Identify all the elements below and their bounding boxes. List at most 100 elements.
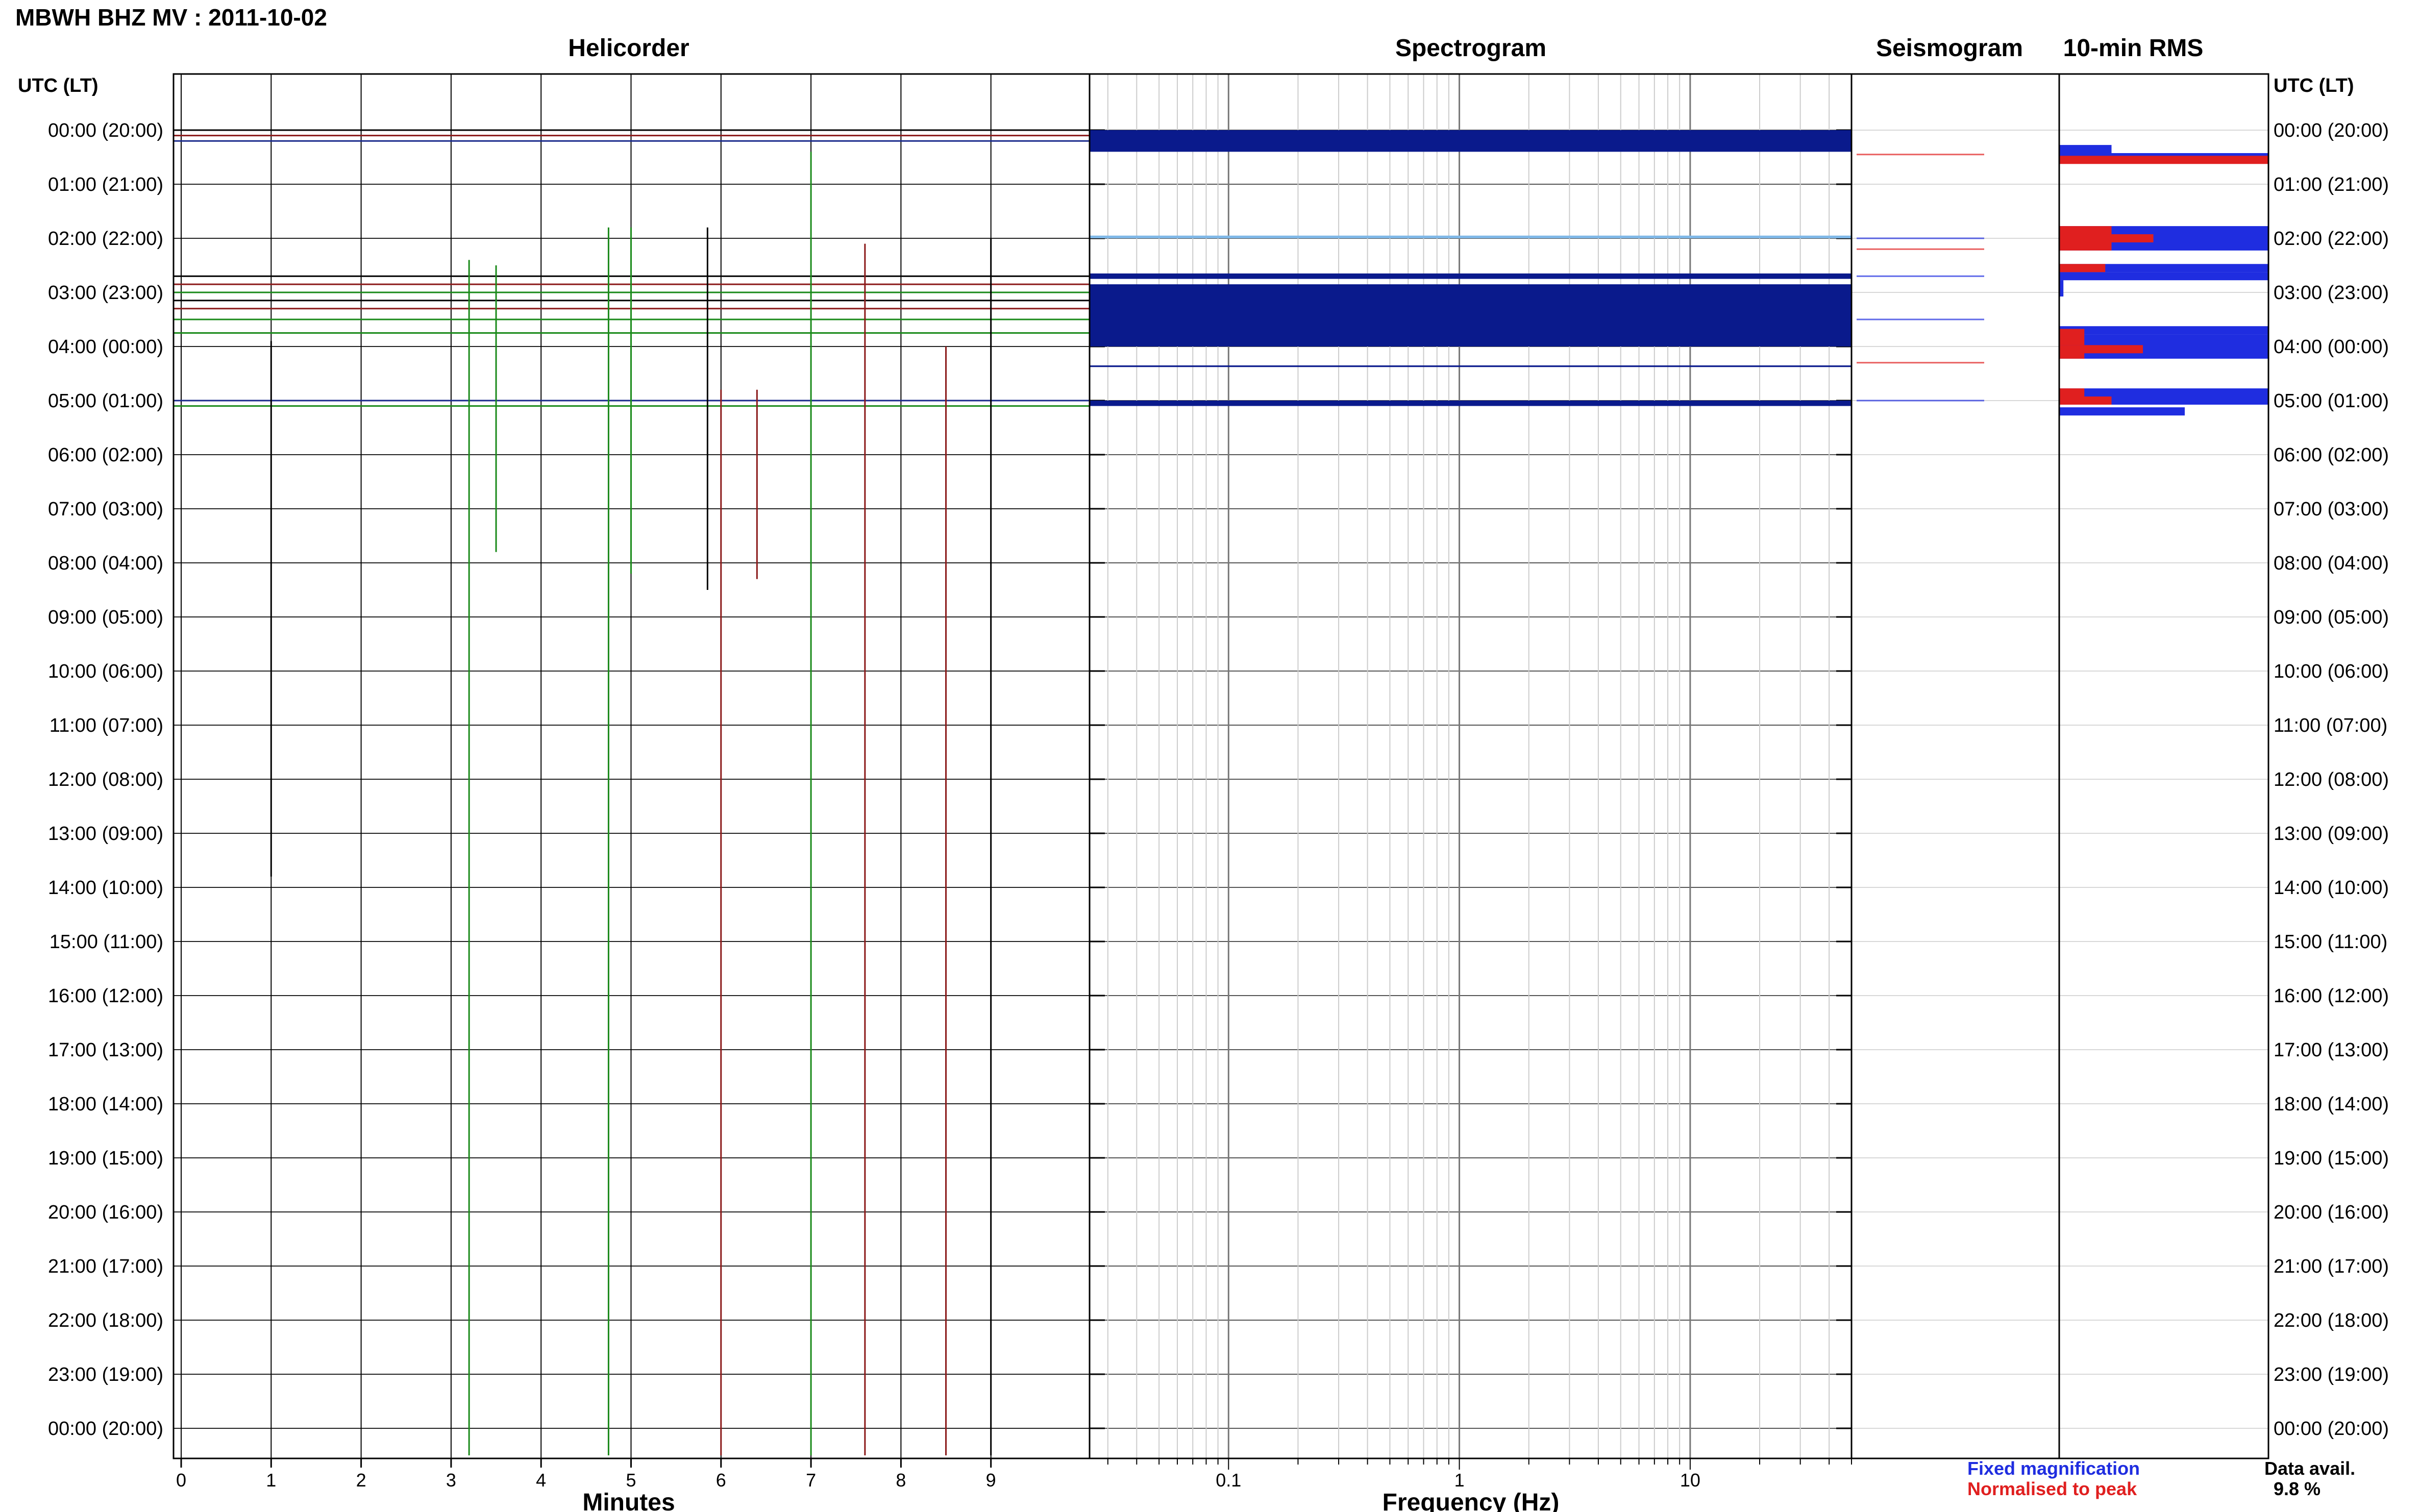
row-label-right: 17:00 (13:00) — [2274, 1039, 2389, 1061]
rms-bar-normalised — [2059, 156, 2268, 164]
spectrogram-band — [1090, 284, 1852, 346]
row-label-right: 12:00 (08:00) — [2274, 769, 2389, 790]
rms-bar-fixed — [2059, 288, 2064, 296]
minute-tick-label: 9 — [986, 1470, 996, 1491]
row-label-right: 11:00 (07:00) — [2274, 715, 2387, 736]
row-label-left: 11:00 (07:00) — [50, 715, 163, 736]
row-label-left: 04:00 (00:00) — [48, 336, 163, 358]
helicorder-title: Helicorder — [568, 35, 689, 62]
rms-bar-normalised — [2059, 329, 2085, 337]
row-label-right: 10:00 (06:00) — [2274, 661, 2389, 682]
row-label-left: 08:00 (04:00) — [48, 553, 163, 574]
row-label-left: 05:00 (01:00) — [48, 390, 163, 412]
row-label-left: 06:00 (02:00) — [48, 444, 163, 466]
helicorder-layer — [174, 129, 1090, 1455]
row-label-left: 14:00 (10:00) — [48, 877, 163, 899]
row-label-left: 02:00 (22:00) — [48, 228, 163, 250]
row-label-right: 16:00 (12:00) — [2274, 985, 2389, 1007]
row-label-left: 19:00 (15:00) — [48, 1148, 163, 1169]
row-label-left: 21:00 (17:00) — [48, 1256, 163, 1277]
row-label-right: 15:00 (11:00) — [2274, 931, 2387, 953]
row-label-right: 08:00 (04:00) — [2274, 553, 2389, 574]
rms-bar-fixed — [2059, 407, 2185, 416]
minute-tick-label: 2 — [356, 1470, 366, 1491]
spectrogram-band — [1090, 401, 1852, 406]
rms-bar-normalised — [2059, 388, 2085, 397]
row-label-right: 20:00 (16:00) — [2274, 1202, 2389, 1223]
row-label-right: 04:00 (00:00) — [2274, 336, 2389, 358]
minute-tick-label: 1 — [266, 1470, 276, 1491]
rms-bar-fixed — [2059, 326, 2268, 335]
row-label-left: 13:00 (09:00) — [48, 823, 163, 845]
rms-bar-normalised — [2059, 242, 2112, 251]
rms-bar-fixed — [2059, 334, 2268, 343]
row-label-right: 22:00 (18:00) — [2274, 1310, 2389, 1331]
row-label-right: 00:00 (20:00) — [2274, 120, 2389, 141]
rms-bar-fixed — [2059, 145, 2112, 154]
rms-bar-normalised — [2059, 337, 2085, 345]
row-label-right: 14:00 (10:00) — [2274, 877, 2389, 899]
frequency-tick-label: 0.1 — [1216, 1470, 1241, 1491]
minute-tick-label: 0 — [176, 1470, 186, 1491]
minute-tick-label: 4 — [536, 1470, 546, 1491]
rms-frame — [2058, 73, 2269, 1459]
row-label-right: 18:00 (14:00) — [2274, 1094, 2389, 1115]
row-label-right: 00:00 (20:00) — [2274, 1418, 2389, 1440]
data-availability-label: Data avail. — [2264, 1458, 2355, 1479]
row-label-left: 10:00 (06:00) — [48, 661, 163, 682]
rms-bar-normalised — [2059, 350, 2085, 359]
frequency-tick-label: 1 — [1454, 1470, 1465, 1491]
grid-layer — [174, 74, 2268, 1458]
row-label-left: 07:00 (03:00) — [48, 499, 163, 520]
utc-lt-label-left: UTC (LT) — [18, 75, 98, 96]
spectrogram-band — [1090, 235, 1852, 238]
rms-bar-fixed — [2059, 264, 2268, 272]
row-label-left: 00:00 (20:00) — [48, 1418, 163, 1440]
legend-fixed-magnification: Fixed magnification — [1967, 1458, 2140, 1479]
row-label-right: 05:00 (01:00) — [2274, 390, 2389, 412]
rms-title: 10-min RMS — [2063, 35, 2204, 62]
minute-tick-label: 5 — [626, 1470, 636, 1491]
row-label-right: 23:00 (19:00) — [2274, 1364, 2389, 1385]
row-label-right: 02:00 (22:00) — [2274, 228, 2389, 250]
figure-title: MBWH BHZ MV : 2011-10-02 — [15, 4, 327, 31]
row-label-right: 06:00 (02:00) — [2274, 444, 2389, 466]
tick-layer: 0 1 2 3 4 5 6 7 8 9 0.1 1 10 — [176, 1458, 1852, 1491]
row-label-left: 15:00 (11:00) — [50, 931, 163, 953]
row-label-layer: 00:00 (20:00) 00:00 (20:00) 01:00 (21:00) 0… — [48, 120, 2389, 1440]
frame-layer — [172, 73, 2269, 1459]
row-label-left: 18:00 (14:00) — [48, 1094, 163, 1115]
legend-normalised-to-peak: Normalised to peak — [1967, 1478, 2137, 1499]
data-availability-value: 9.8 % — [2274, 1478, 2321, 1499]
frequency-tick-label: 10 — [1680, 1470, 1700, 1491]
row-label-left: 00:00 (20:00) — [48, 120, 163, 141]
row-label-right: 21:00 (17:00) — [2274, 1256, 2389, 1277]
frequency-axis-title: Frequency (Hz) — [1383, 1489, 1560, 1512]
row-label-left: 23:00 (19:00) — [48, 1364, 163, 1385]
rms-layer — [2059, 145, 2268, 416]
minute-tick-label: 8 — [896, 1470, 906, 1491]
utc-lt-label-right: UTC (LT) — [2274, 75, 2354, 96]
row-label-left: 12:00 (08:00) — [48, 769, 163, 790]
rms-bar-normalised — [2059, 396, 2112, 405]
seismogram-layer — [1857, 154, 1984, 402]
minute-tick-label: 3 — [446, 1470, 456, 1491]
spectrogram-band — [1090, 365, 1852, 367]
rms-bar-fixed — [2059, 272, 2268, 281]
seismogram-title: Seismogram — [1876, 35, 2023, 62]
row-label-left: 17:00 (13:00) — [48, 1039, 163, 1061]
spectrogram-band — [1090, 130, 1852, 152]
row-label-right: 07:00 (03:00) — [2274, 499, 2389, 520]
row-label-left: 22:00 (18:00) — [48, 1310, 163, 1331]
row-label-left: 09:00 (05:00) — [48, 607, 163, 628]
spectrogram-title: Spectrogram — [1395, 35, 1546, 62]
minutes-axis-title: Minutes — [582, 1489, 675, 1512]
minute-tick-label: 7 — [806, 1470, 816, 1491]
row-label-left: 20:00 (16:00) — [48, 1202, 163, 1223]
rms-bar-normalised — [2059, 264, 2106, 272]
seismogram-frame — [1850, 73, 2060, 1459]
spectrogram-frame — [1089, 73, 1853, 1459]
rms-bar-normalised — [2059, 226, 2112, 235]
row-label-right: 19:00 (15:00) — [2274, 1148, 2389, 1169]
